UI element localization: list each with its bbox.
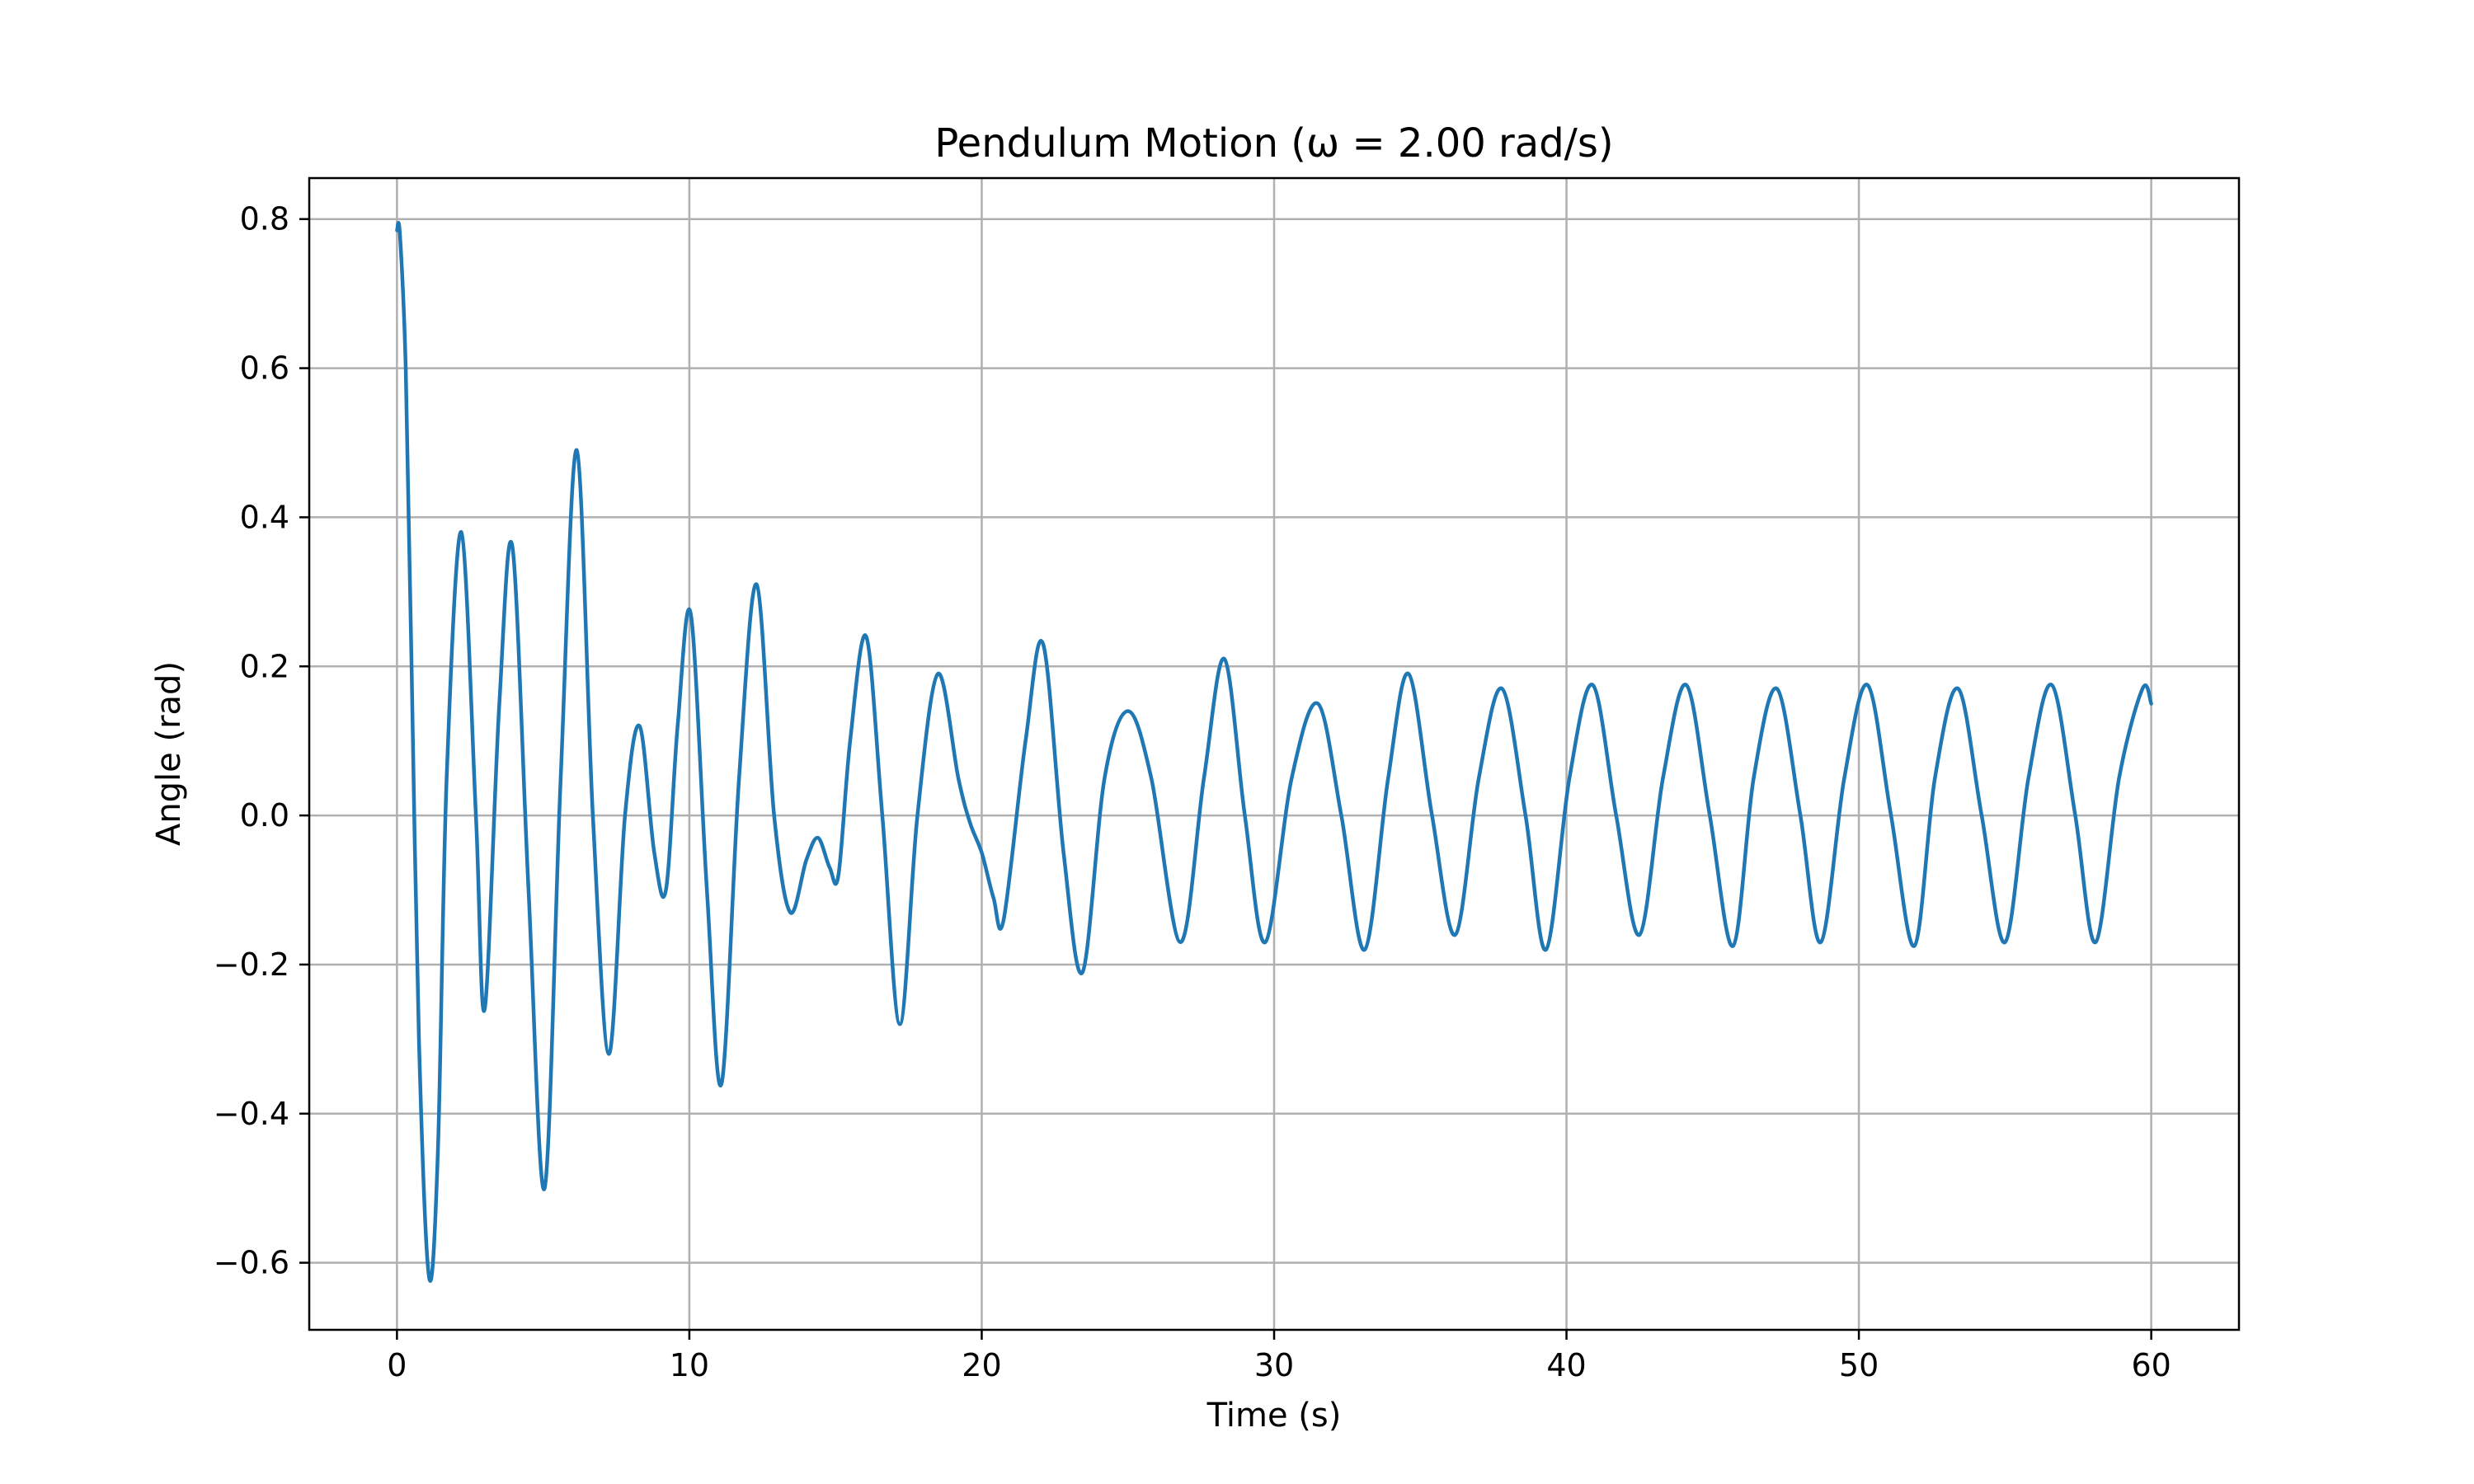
y-tick-label: 0.8 xyxy=(240,201,289,237)
x-axis-ticks: 0 10 20 30 40 50 60 xyxy=(387,1330,2171,1383)
x-tick-label: 50 xyxy=(1839,1347,1879,1383)
x-tick-label: 60 xyxy=(2131,1347,2171,1383)
grid-lines xyxy=(309,178,2239,1330)
y-tick-label: 0.6 xyxy=(240,350,289,387)
y-tick-label: −0.4 xyxy=(214,1096,289,1132)
y-axis-ticks: −0.6 −0.4 −0.2 0.0 0.2 0.4 0.6 0.8 xyxy=(214,201,309,1281)
y-tick-label: 0.2 xyxy=(240,648,289,684)
x-tick-label: 30 xyxy=(1254,1347,1294,1383)
y-tick-label: 0.4 xyxy=(240,499,289,535)
y-tick-label: −0.2 xyxy=(214,946,289,983)
y-tick-label: 0.0 xyxy=(240,797,289,834)
x-axis-label: Time (s) xyxy=(1206,1397,1342,1435)
y-axis-label: Angle (rad) xyxy=(150,661,188,846)
x-tick-label: 0 xyxy=(387,1347,407,1383)
chart-title: Pendulum Motion (ω = 2.00 rad/s) xyxy=(934,120,1613,167)
x-tick-label: 10 xyxy=(670,1347,709,1383)
x-tick-label: 40 xyxy=(1546,1347,1586,1383)
data-series xyxy=(395,221,2153,1283)
y-tick-label: −0.6 xyxy=(214,1245,289,1281)
x-tick-label: 20 xyxy=(962,1347,1001,1383)
angle-series-line xyxy=(395,221,2153,1283)
